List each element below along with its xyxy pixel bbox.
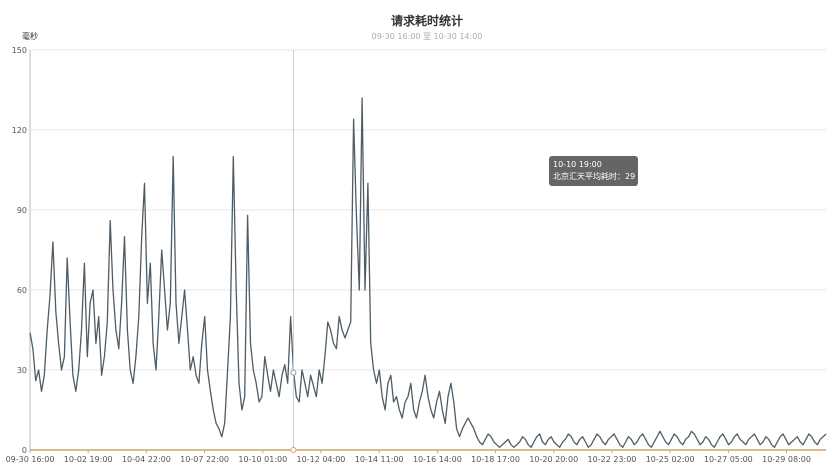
x-tick-label: 09-30 16:00 — [6, 455, 55, 464]
x-axis-ticks: 09-30 16:00 10-02 19:00 10-04 22:00 10-07 2… — [6, 449, 826, 464]
chart-title: 请求耗时统计 — [391, 13, 463, 28]
series-group[interactable] — [29, 97, 827, 448]
y-axis-unit-label: 毫秒 — [22, 31, 38, 41]
tooltip-time: 10-10 19:00 — [553, 160, 602, 169]
y-tick-label: 150 — [12, 46, 27, 55]
x-tick-label: 10-27 05:00 — [704, 455, 753, 464]
x-tick-label: 10-04 22:00 — [122, 455, 171, 464]
tooltip-value: 北京汇天平均耗时：29 — [553, 172, 636, 181]
x-tick-label: 10-20 20:00 — [529, 455, 578, 464]
y-tick-label: 0 — [22, 446, 27, 455]
axis-cursor-point — [290, 447, 297, 453]
x-tick-label: 10-07 22:00 — [180, 455, 229, 464]
cursor-point — [290, 369, 297, 376]
y-tick-label: 120 — [12, 126, 27, 135]
x-tick-label: 10-10 01:00 — [238, 455, 287, 464]
chart-tooltip: 10-10 19:00 北京汇天平均耗时：29 — [549, 156, 638, 186]
x-tick-label: 10-14 11:00 — [355, 455, 404, 464]
cursor-group — [290, 50, 297, 453]
x-tick-label: 10-18 17:00 — [471, 455, 520, 464]
series-line[interactable] — [29, 97, 827, 448]
x-tick-label: 10-22 23:00 — [588, 455, 637, 464]
x-tick-label: 10-25 02:00 — [646, 455, 695, 464]
y-tick-label: 30 — [17, 366, 27, 375]
y-axis-ticks: 0 30 60 90 120 150 — [12, 46, 27, 455]
x-tick-label: 10-16 14:00 — [413, 455, 462, 464]
chart-subtitle: 09-30 16:00 至 10-30 14:00 — [372, 32, 483, 41]
x-tick-label: 10-12 04:00 — [297, 455, 346, 464]
x-tick-label: 10-02 19:00 — [64, 455, 113, 464]
grid — [29, 49, 826, 451]
y-tick-label: 60 — [17, 286, 27, 295]
x-tick-label: 10-29 08:00 — [762, 455, 811, 464]
y-tick-label: 90 — [17, 206, 27, 215]
